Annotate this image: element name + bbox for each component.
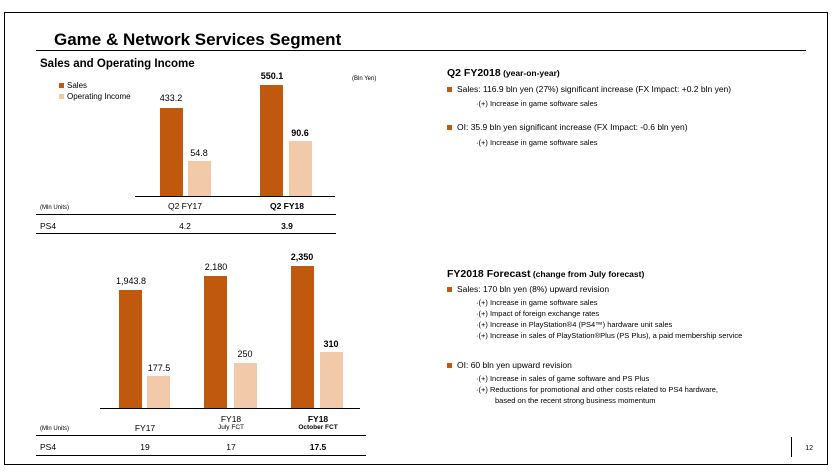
- chart2-cat-fy18-july: FY18: [220, 414, 242, 424]
- chart2-cat-fy17: FY17: [134, 423, 156, 433]
- chart1-bar-sales-q2fy18: [260, 85, 283, 196]
- fy-sales-sub-3: ·(+) Increase in sales of PlayStation®Pl…: [476, 331, 743, 340]
- chart1-bar-oi-q2fy18: [289, 141, 312, 196]
- table1-top-rule: [36, 214, 336, 215]
- chart2-label-sales-fy17: 1,943.8: [115, 276, 147, 286]
- table1-label: PS4: [40, 221, 57, 231]
- table2-label: PS4: [40, 442, 57, 452]
- table1-bottom-rule: [36, 233, 336, 234]
- q2-sales-text: Sales: 116.9 bln yen (27%) significant i…: [457, 84, 732, 94]
- bullet-square-icon: [447, 124, 452, 130]
- fy-oi-text: OI: 60 bln yen upward revision: [457, 360, 572, 370]
- q2-heading-main: Q2 FY2018: [447, 67, 501, 79]
- chart2-subcat-july: July FCT: [218, 424, 244, 431]
- chart1-cat-q2fy17: Q2 FY17: [167, 201, 203, 211]
- chart1-label-oi-q2fy17: 54.8: [190, 148, 208, 158]
- chart2-bar-sales-fy17: [119, 290, 142, 408]
- unit-bln-yen: (Bln Yen): [352, 76, 377, 82]
- q2-sales-sub-0: ·(+) Increase in game software sales: [476, 99, 598, 108]
- chart1-label-sales-q2fy18: 550.1: [260, 71, 284, 81]
- legend-oi: Operating Income: [59, 91, 131, 102]
- fy-oi-sub-1: ·(+) Reductions for promotional and othe…: [476, 385, 718, 394]
- fy-sales-sub-0: ·(+) Increase in game software sales: [476, 298, 598, 307]
- fy-heading-note: (change from July forecast): [530, 269, 645, 279]
- chart2-axis: [100, 408, 360, 409]
- chart1-bar-oi-q2fy17: [188, 161, 211, 196]
- title-rule: [36, 50, 806, 51]
- legend-oi-label: Operating Income: [67, 92, 131, 101]
- table2-value-fy17: 19: [140, 442, 150, 452]
- legend: Sales Operating Income: [59, 80, 131, 102]
- page-number: 12: [791, 437, 813, 457]
- table2-unit: (Mln Units): [40, 426, 70, 432]
- q2-oi-sub-0: ·(+) Increase in game software sales: [476, 138, 598, 147]
- fy-sales-sub-1: ·(+) Impact of foreign exchange rates: [476, 309, 600, 318]
- q2-heading-note: (year-on-year): [500, 68, 560, 78]
- fy-sales-sub-2: ·(+) Increase in PlayStation®4 (PS4™) ha…: [476, 320, 673, 329]
- legend-oi-swatch: [59, 94, 64, 99]
- chart2-label-oi-fy17: 177.5: [147, 363, 171, 373]
- chart2-bar-oi-fy18-october: [320, 352, 343, 408]
- chart2-label-oi-fy18-july: 250: [237, 349, 253, 359]
- chart2-bar-sales-fy18-july: [204, 276, 227, 408]
- chart1-label-sales-q2fy17: 433.2: [159, 93, 183, 103]
- chart1-axis: [135, 196, 335, 197]
- table2-top-rule: [36, 435, 366, 436]
- legend-sales-swatch: [59, 83, 64, 88]
- q2-oi-text: OI: 35.9 bln yen significant increase (F…: [457, 122, 688, 132]
- bullet-square-icon: [447, 286, 452, 292]
- chart1-cat-q2fy18: Q2 FY18: [269, 201, 305, 211]
- legend-sales-label: Sales: [67, 81, 88, 90]
- fy-oi-sub-2: based on the recent strong business mome…: [495, 396, 656, 405]
- fy-oi-bullet: OI: 60 bln yen upward revision: [447, 360, 572, 370]
- table1-value-q2fy17: 4.2: [179, 221, 191, 231]
- fy-oi-sub-0: ·(+) Increase in sales of game software …: [476, 374, 650, 383]
- fy-sales-bullet: Sales: 170 bln yen (8%) upward revision: [447, 284, 609, 294]
- chart2-label-oi-fy18-october: 310: [323, 339, 339, 349]
- slide-title: Game & Network Services Segment: [54, 30, 342, 49]
- chart2-bar-oi-fy18-july: [234, 363, 257, 408]
- slide-frame: [4, 12, 828, 465]
- chart2-label-sales-fy18-july: 2,180: [204, 262, 228, 272]
- legend-sales: Sales: [59, 80, 131, 91]
- q2-heading: Q2 FY2018 (year-on-year): [447, 67, 560, 79]
- chart2-bar-sales-fy18-october: [291, 266, 314, 408]
- table1-unit: (Mln Units): [40, 205, 70, 211]
- bullet-square-icon: [447, 362, 452, 368]
- table2-value-fy18-july: 17: [226, 442, 236, 452]
- chart2-label-sales-fy18-october: 2,350: [290, 252, 314, 262]
- table2-bottom-rule: [36, 455, 366, 456]
- fy-heading: FY2018 Forecast (change from July foreca…: [447, 268, 644, 280]
- fy-sales-text: Sales: 170 bln yen (8%) upward revision: [457, 284, 610, 294]
- q2-oi-bullet: OI: 35.9 bln yen significant increase (F…: [447, 122, 688, 132]
- chart2-cat-fy18-october: FY18: [307, 414, 329, 424]
- chart2-bar-oi-fy17: [147, 376, 170, 408]
- chart2-subcat-october: October FCT: [298, 424, 338, 431]
- chart-subtitle: Sales and Operating Income: [40, 58, 195, 70]
- q2-sales-bullet: Sales: 116.9 bln yen (27%) significant i…: [447, 84, 731, 94]
- table1-value-q2fy18: 3.9: [281, 221, 293, 231]
- fy-heading-main: FY2018 Forecast: [447, 268, 531, 280]
- table2-value-fy18-october: 17.5: [309, 442, 327, 452]
- bullet-square-icon: [447, 86, 452, 92]
- chart1-label-oi-q2fy18: 90.6: [291, 128, 309, 138]
- chart1-bar-sales-q2fy17: [160, 108, 183, 196]
